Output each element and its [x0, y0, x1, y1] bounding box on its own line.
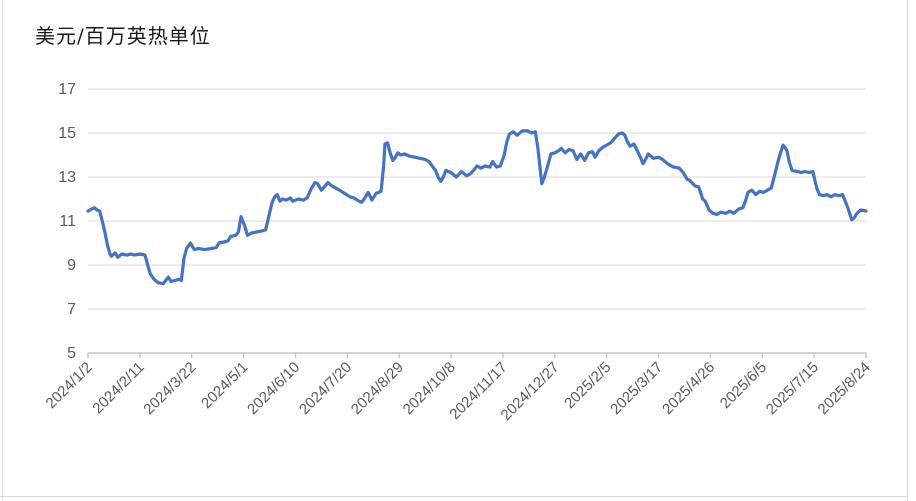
- worksheet-gridline-bottom: [0, 496, 908, 497]
- price-series-line: [86, 129, 868, 286]
- x-tick-label: 2025/4/26: [659, 359, 718, 418]
- x-tick-label: 2024/1/2: [43, 359, 96, 412]
- x-tick-label: 2024/3/22: [140, 359, 199, 418]
- x-tick-label: 2025/7/15: [763, 359, 822, 418]
- x-tick-label: 2025/2/5: [561, 359, 614, 412]
- x-tick-label: 2025/8/24: [815, 359, 874, 418]
- worksheet-gridline-left: [2, 0, 3, 501]
- y-tick-label: 5: [67, 345, 76, 362]
- y-tick-label: 9: [67, 257, 76, 274]
- x-tick-label: 2025/3/17: [607, 359, 666, 418]
- y-tick-label: 15: [58, 125, 76, 142]
- x-tick-label: 2024/5/1: [198, 359, 251, 412]
- x-tick-label: 2024/2/11: [89, 359, 147, 417]
- worksheet-gridline-right: [907, 0, 908, 501]
- chart-title: 美元/百万英热单位: [35, 24, 211, 48]
- y-tick-label: 13: [58, 169, 76, 186]
- y-tick-label: 7: [67, 301, 76, 318]
- x-tick-label: 2024/8/29: [348, 359, 407, 418]
- y-tick-label: 11: [59, 213, 76, 230]
- x-tick-label: 2024/6/10: [244, 359, 303, 418]
- x-tick-label: 2025/6/5: [717, 359, 770, 412]
- y-tick-label: 17: [58, 81, 76, 98]
- x-tick-label: 2024/7/20: [296, 359, 355, 418]
